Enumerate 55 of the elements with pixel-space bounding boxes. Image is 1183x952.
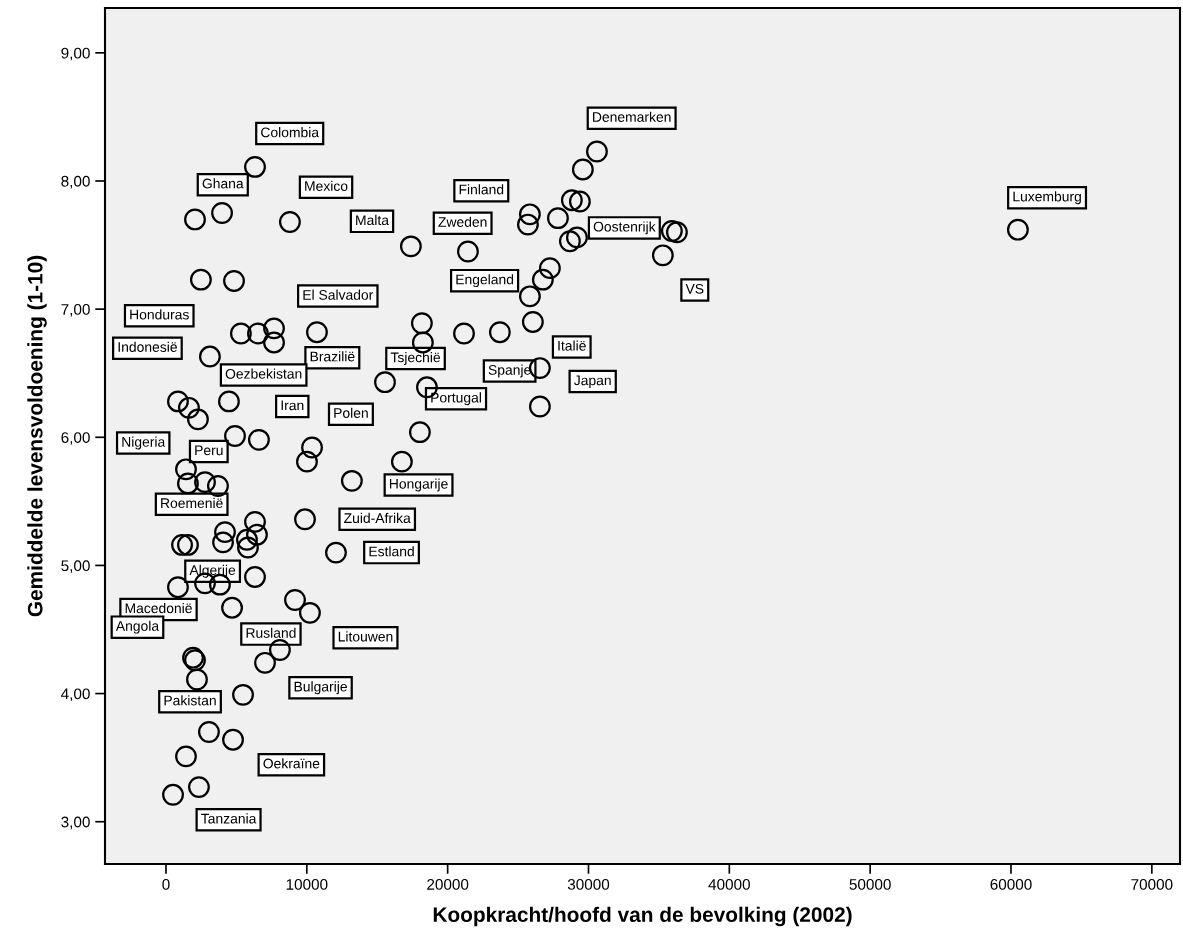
annotation: VS bbox=[685, 283, 704, 294]
x-tick-label: 40000 bbox=[708, 878, 750, 890]
annotation: Tanzania bbox=[201, 813, 257, 824]
x-tick-label: 0 bbox=[162, 878, 170, 890]
annotation: Malta bbox=[356, 214, 389, 226]
annotation: Honduras bbox=[130, 309, 189, 320]
annotation: Bulgarije bbox=[294, 681, 347, 695]
y-tick-label: 8,00 bbox=[61, 175, 90, 189]
annotation: Brazilië bbox=[310, 351, 355, 362]
annotation: Luxemburg bbox=[1013, 191, 1081, 205]
annotation: Peru bbox=[195, 445, 223, 456]
annotation: Denemarken bbox=[593, 111, 671, 122]
x-tick-label: 60000 bbox=[990, 878, 1032, 890]
y-axis-title: Gemiddelde levensvoldoening (1-10) bbox=[27, 255, 47, 617]
x-axis-title: Koopkracht/hoofd van de bevolking (2002) bbox=[433, 906, 852, 927]
y-tick-label: 4,00 bbox=[61, 688, 90, 702]
annotation: Tsjechië bbox=[390, 352, 441, 366]
annotation: Iran bbox=[281, 400, 304, 411]
x-tick-label: 50000 bbox=[849, 878, 891, 890]
x-tick-label: 30000 bbox=[567, 878, 610, 890]
y-tick-label: 9,00 bbox=[61, 47, 90, 61]
annotation: Finland bbox=[459, 184, 504, 195]
annotation: Rusland bbox=[246, 627, 296, 638]
annotation: Spanje bbox=[488, 364, 531, 378]
annotation: Macedonië bbox=[125, 602, 192, 614]
annotation: Oezbekistan bbox=[225, 368, 302, 379]
annotation: El Salvador bbox=[303, 289, 374, 300]
annotation: Ghana bbox=[202, 178, 244, 189]
annotation: Algerije bbox=[189, 564, 236, 578]
annotation: Zweden bbox=[438, 216, 487, 227]
y-tick-label: 6,00 bbox=[61, 432, 90, 445]
annotation: Oekraïne bbox=[263, 758, 320, 769]
annotation: Japan bbox=[573, 375, 611, 388]
annotation: Polen bbox=[334, 407, 368, 418]
annotation: Italië bbox=[558, 340, 586, 351]
annotation: Angola bbox=[115, 620, 160, 634]
x-tick-label: 10000 bbox=[286, 878, 328, 890]
annotation: Pakistan bbox=[164, 695, 216, 706]
annotation: Colombia bbox=[261, 127, 320, 138]
x-tick-label: 70000 bbox=[1131, 878, 1173, 890]
annotation: Oostenrijk bbox=[593, 221, 656, 235]
annotation: Portugal bbox=[431, 392, 481, 406]
annotation: Mexico bbox=[305, 180, 348, 192]
annotation: Indonesië bbox=[118, 341, 177, 352]
x-tick-label: 20000 bbox=[427, 878, 469, 890]
annotation: Engeland bbox=[456, 274, 514, 288]
annotation: Estland bbox=[369, 546, 414, 557]
annotation: Litouwen bbox=[338, 631, 393, 642]
y-tick-label: 3,00 bbox=[61, 816, 90, 830]
y-tick-label: 5,00 bbox=[61, 560, 90, 573]
annotation: Roemenië bbox=[161, 497, 223, 509]
annotation: Zuid-Afrika bbox=[344, 512, 411, 524]
annotation: Nigeria bbox=[122, 436, 166, 450]
annotation: Hongarije bbox=[389, 478, 448, 492]
y-tick-label: 7,00 bbox=[61, 304, 90, 317]
